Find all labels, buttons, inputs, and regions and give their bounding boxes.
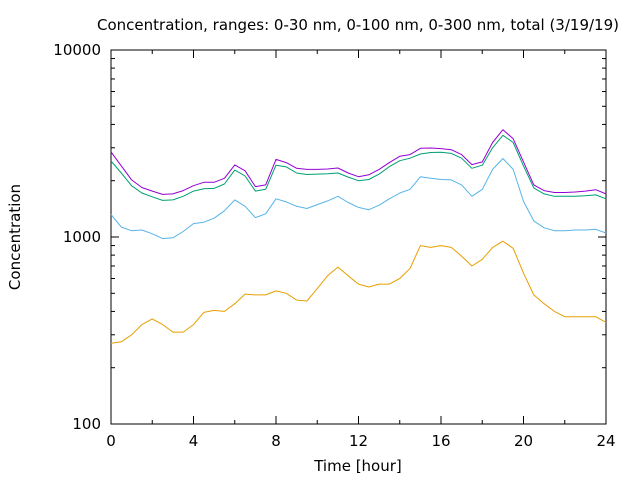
y-axis: 100 1000 10000 <box>53 41 606 433</box>
x-axis: 0 4 8 12 16 20 24 <box>106 50 616 450</box>
x-tick-label: 24 <box>596 432 615 450</box>
x-tick-label: 0 <box>106 432 116 450</box>
chart-title: Concentration, ranges: 0-30 nm, 0-100 nm… <box>97 16 619 34</box>
x-tick-label: 12 <box>349 432 368 450</box>
x-tick-label: 8 <box>271 432 281 450</box>
x-tick-label: 20 <box>514 432 533 450</box>
x-axis-label: Time [hour] <box>313 457 402 475</box>
series-line-4 <box>110 129 607 195</box>
x-tick-label: 16 <box>431 432 450 450</box>
y-tick-label: 100 <box>72 415 101 433</box>
series-line-2 <box>110 158 607 240</box>
x-tick-label: 4 <box>189 432 199 450</box>
y-tick-label: 10000 <box>53 41 101 59</box>
y-tick-label: 1000 <box>63 228 101 246</box>
series-line-1 <box>110 240 607 344</box>
series-group <box>110 129 607 344</box>
plot-area <box>110 49 607 425</box>
series-line-3 <box>110 134 607 201</box>
y-axis-label: Concentration <box>6 184 24 290</box>
